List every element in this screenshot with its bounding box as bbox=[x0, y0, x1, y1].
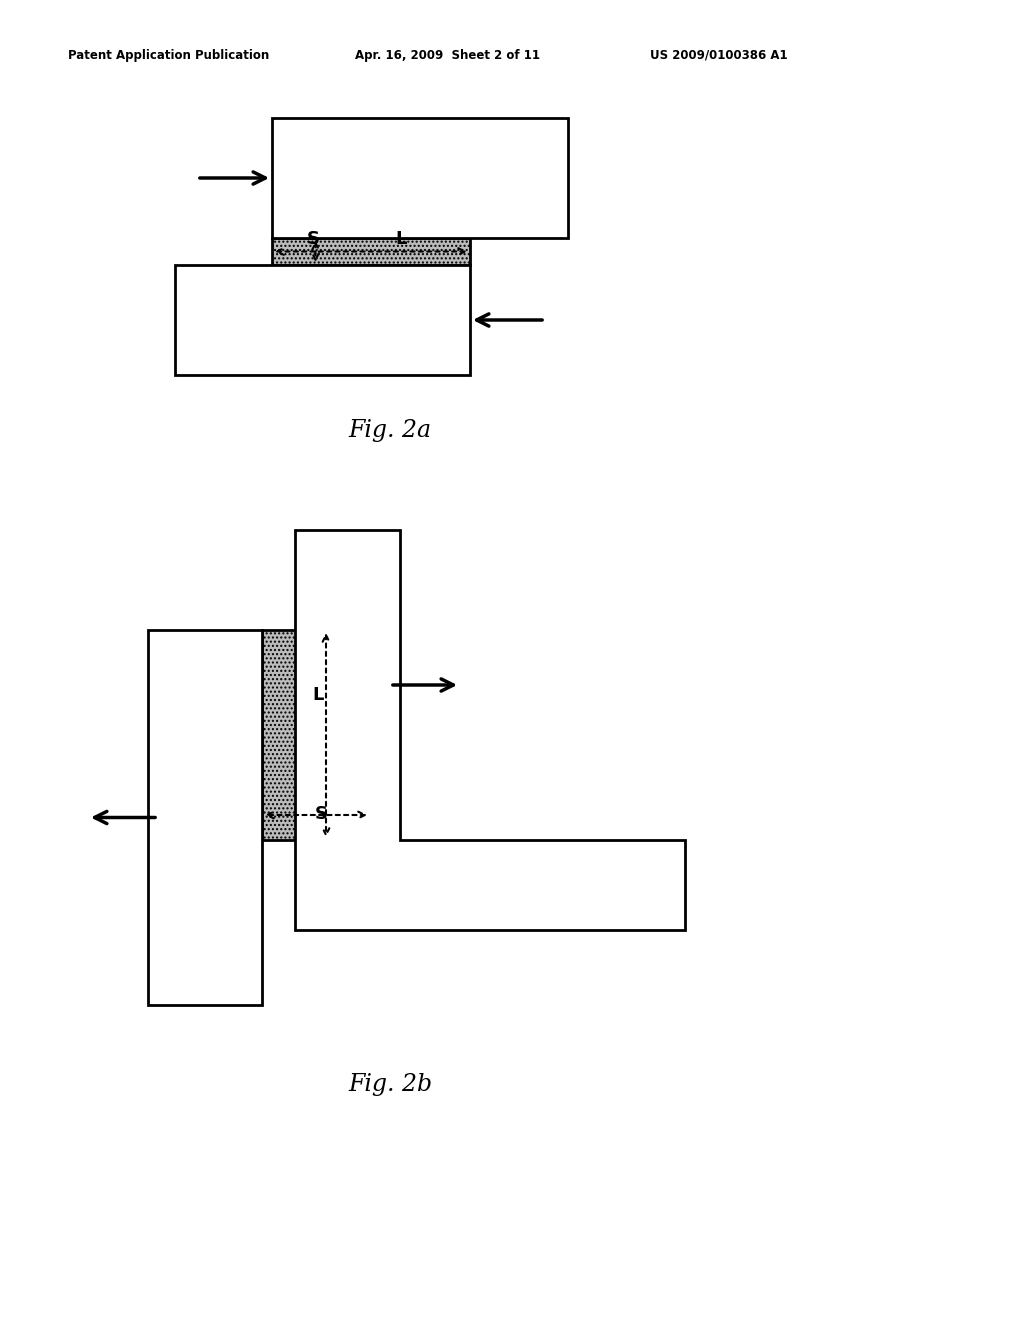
Text: US 2009/0100386 A1: US 2009/0100386 A1 bbox=[650, 49, 787, 62]
Text: L: L bbox=[312, 686, 324, 704]
Bar bbox=[148, 630, 262, 1005]
Text: S: S bbox=[307, 231, 321, 248]
Text: Apr. 16, 2009  Sheet 2 of 11: Apr. 16, 2009 Sheet 2 of 11 bbox=[355, 49, 540, 62]
Bar bbox=[272, 117, 568, 238]
Bar bbox=[175, 265, 470, 375]
Text: Fig. 2b: Fig. 2b bbox=[348, 1073, 432, 1097]
Text: S: S bbox=[314, 805, 328, 822]
Bar bbox=[262, 630, 370, 840]
FancyBboxPatch shape bbox=[272, 238, 470, 265]
Text: L: L bbox=[395, 231, 407, 248]
Text: Fig. 2a: Fig. 2a bbox=[348, 418, 431, 441]
Text: Patent Application Publication: Patent Application Publication bbox=[68, 49, 269, 62]
Polygon shape bbox=[295, 531, 685, 931]
